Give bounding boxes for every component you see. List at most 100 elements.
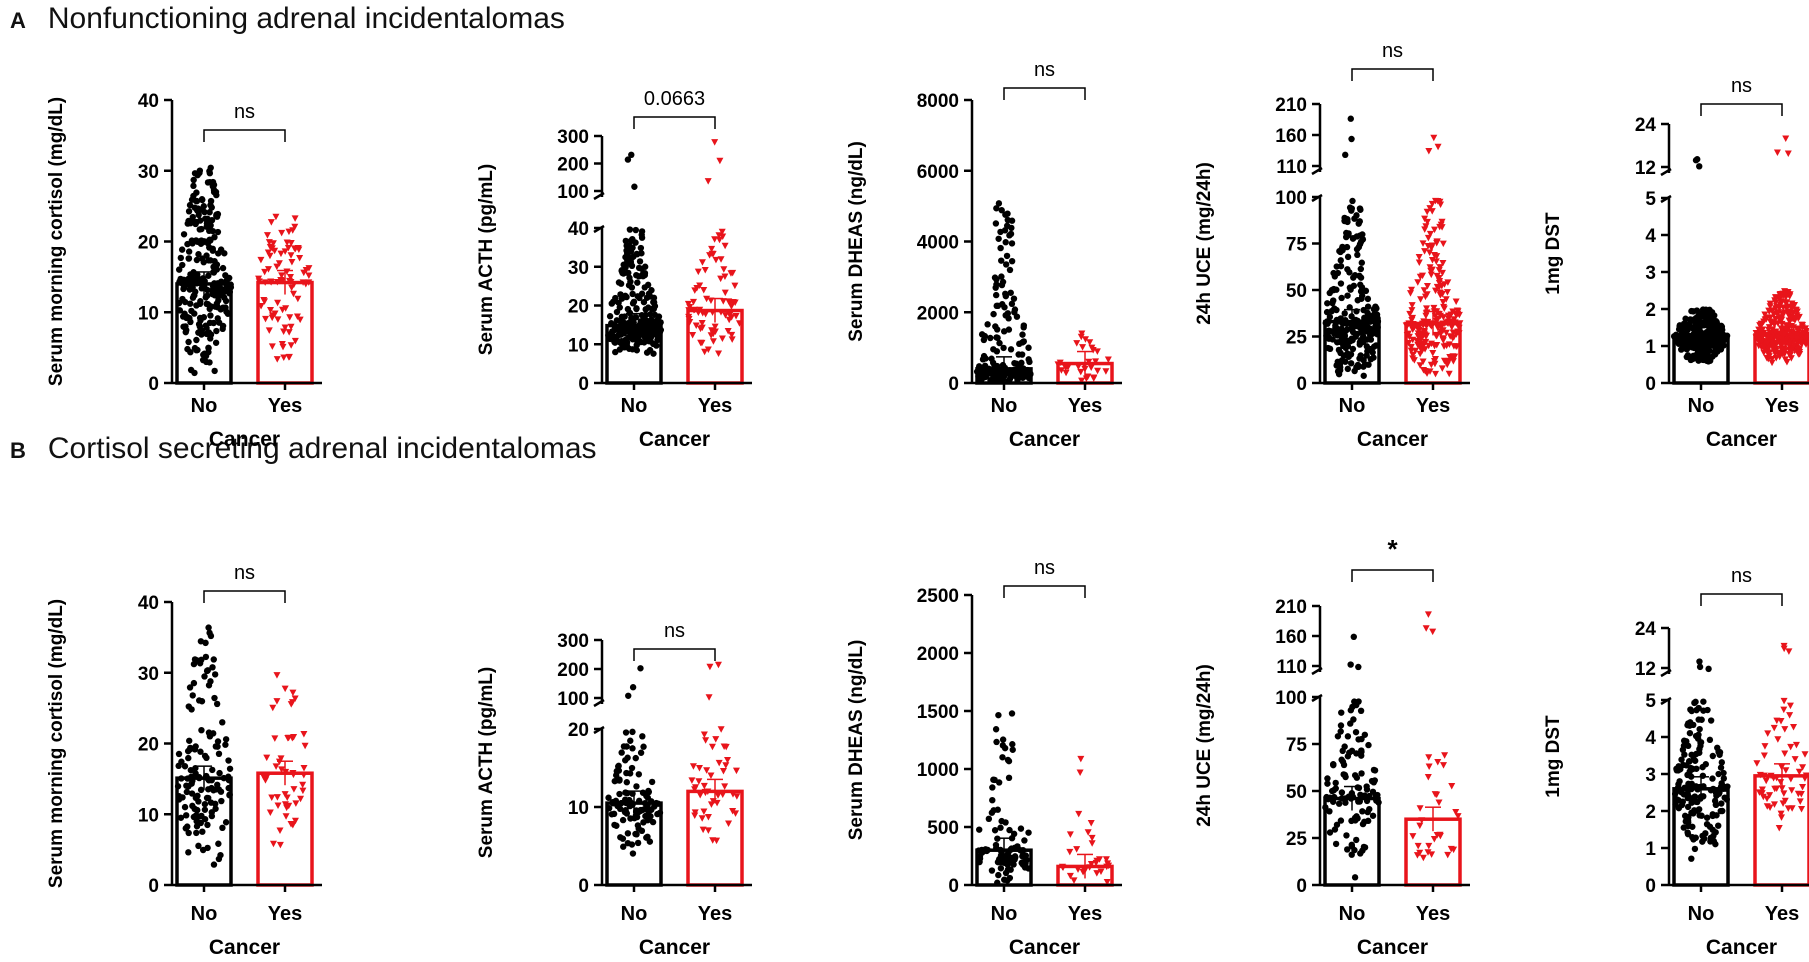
b5-break-tick-label: 12 bbox=[1635, 659, 1656, 680]
a4-point-yes bbox=[1440, 343, 1448, 350]
b3-point-no bbox=[993, 738, 1000, 746]
a2-point-yes bbox=[692, 322, 700, 329]
b2-point-yes bbox=[700, 808, 708, 815]
a5-point-yes bbox=[1798, 341, 1806, 348]
a1-point-yes bbox=[289, 290, 297, 298]
a2-point-no bbox=[626, 226, 634, 233]
a1-point-yes bbox=[255, 275, 263, 283]
a4-point-yes bbox=[1450, 319, 1458, 326]
a2-point-no bbox=[646, 293, 654, 300]
a3-point-yes bbox=[1073, 340, 1081, 347]
a4-point-yes bbox=[1414, 324, 1422, 331]
a2-point-no bbox=[627, 247, 635, 255]
b2-axis-break bbox=[593, 725, 605, 735]
b4-point-yes bbox=[1441, 752, 1449, 759]
b4-point-no bbox=[1374, 791, 1381, 799]
a1-point-no bbox=[195, 251, 202, 258]
a1-point-yes bbox=[267, 219, 275, 226]
b4-point-yes bbox=[1416, 805, 1424, 812]
b2-point-no bbox=[611, 821, 618, 829]
a2-point-yes bbox=[686, 319, 694, 326]
a4-point-yes bbox=[1430, 358, 1438, 365]
a1-point-yes bbox=[280, 328, 288, 336]
b5-point-yes bbox=[1756, 771, 1764, 779]
a5-point-no bbox=[1706, 306, 1713, 314]
a1-point-yes bbox=[296, 316, 304, 324]
a2-point-yes bbox=[721, 289, 729, 297]
b5-point-no bbox=[1724, 783, 1731, 790]
b1-point-yes bbox=[287, 821, 295, 828]
a4-point-no bbox=[1357, 265, 1365, 273]
a4-point-no bbox=[1336, 338, 1344, 346]
a1-tick-label: 30 bbox=[138, 162, 159, 183]
b4-point-no bbox=[1332, 840, 1340, 848]
a5-point-yes bbox=[1794, 325, 1802, 333]
a5-point-yes bbox=[1787, 347, 1795, 355]
b1-point-no bbox=[205, 786, 212, 793]
b1-point-no bbox=[194, 792, 201, 799]
b2-point-no bbox=[605, 794, 612, 801]
b4-point-no bbox=[1348, 851, 1355, 858]
a4-outlier-no bbox=[1342, 151, 1349, 159]
b1-point-no bbox=[182, 825, 190, 832]
a3-point-no bbox=[1007, 289, 1014, 296]
b3-point-no bbox=[1017, 825, 1025, 832]
a4-point-yes bbox=[1427, 271, 1435, 279]
b4-point-yes bbox=[1452, 808, 1460, 816]
b2-point-yes bbox=[714, 792, 722, 799]
b2-point-yes bbox=[700, 782, 708, 790]
a3-point-no bbox=[1027, 370, 1034, 378]
b5-point-yes bbox=[1775, 824, 1783, 832]
a2-cat-label: No bbox=[621, 395, 648, 417]
b2-outlier-no bbox=[637, 665, 644, 672]
a4-point-yes bbox=[1444, 279, 1452, 286]
b3-point-no bbox=[988, 867, 996, 874]
a5-point-no bbox=[1690, 335, 1697, 343]
a4-point-yes bbox=[1436, 223, 1444, 231]
a4-point-no bbox=[1350, 282, 1358, 289]
b1-point-no bbox=[222, 736, 230, 743]
b2-tick-label: 10 bbox=[568, 798, 589, 819]
b5-point-no bbox=[1675, 763, 1682, 770]
b4-point-no bbox=[1330, 761, 1337, 768]
a4-point-no bbox=[1324, 300, 1331, 307]
b1-point-yes bbox=[269, 704, 277, 712]
a1-point-yes bbox=[281, 248, 289, 255]
a4-point-yes bbox=[1433, 238, 1441, 245]
b4-point-no bbox=[1348, 747, 1356, 755]
a1-point-no bbox=[196, 226, 203, 233]
b1-point-no bbox=[185, 829, 192, 837]
b1-point-yes bbox=[281, 791, 289, 798]
a2-point-yes bbox=[693, 284, 701, 292]
a4-point-yes bbox=[1441, 320, 1449, 327]
a5-point-no bbox=[1716, 328, 1724, 335]
b5-point-no bbox=[1718, 780, 1725, 787]
a4-point-yes bbox=[1433, 253, 1441, 260]
b1-point-yes bbox=[299, 787, 307, 795]
b5-point-yes bbox=[1762, 777, 1770, 785]
b4-point-no bbox=[1344, 846, 1351, 853]
a4-point-no bbox=[1366, 345, 1373, 353]
b4-point-no bbox=[1352, 728, 1360, 736]
a5-point-yes bbox=[1783, 328, 1791, 335]
b4-point-no bbox=[1326, 808, 1333, 815]
a4-point-yes bbox=[1420, 327, 1428, 335]
b1-point-no bbox=[217, 851, 224, 859]
a1-point-yes bbox=[263, 232, 271, 239]
a3-point-no bbox=[993, 326, 1001, 333]
a4-point-yes bbox=[1445, 370, 1453, 378]
b5-point-no bbox=[1718, 800, 1725, 807]
b1-point-no bbox=[207, 632, 215, 640]
b1-tick-label: 10 bbox=[138, 805, 159, 826]
a2-point-no bbox=[650, 340, 657, 348]
a2-point-yes bbox=[712, 256, 720, 264]
b2-point-no bbox=[627, 737, 634, 744]
a4-point-yes bbox=[1410, 357, 1418, 364]
b4-point-no bbox=[1324, 780, 1331, 787]
b5-point-yes bbox=[1771, 785, 1779, 793]
a5-outlier-yes bbox=[1784, 150, 1792, 158]
a2-point-no bbox=[632, 239, 639, 246]
a2-outlier-yes bbox=[716, 157, 724, 165]
a5-point-yes bbox=[1785, 309, 1793, 316]
b4-point-no bbox=[1326, 829, 1334, 836]
